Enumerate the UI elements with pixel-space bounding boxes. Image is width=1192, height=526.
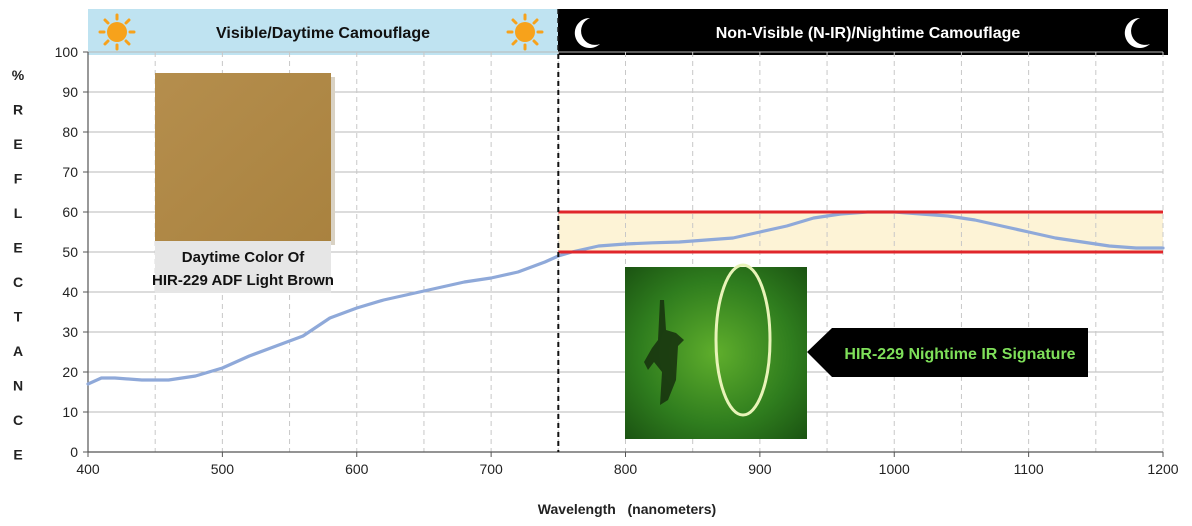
x-tick-label: 500 bbox=[211, 461, 235, 477]
color-swatch: Daytime Color Of HIR-229 ADF Light Brown bbox=[152, 73, 335, 293]
y-tick-label: 30 bbox=[62, 324, 78, 340]
night-banner-title: Non-Visible (N-IR)/Nightime Camouflage bbox=[716, 25, 1021, 42]
x-tick-label: 1000 bbox=[879, 461, 910, 477]
day-banner bbox=[88, 9, 558, 55]
soldier-silhouette bbox=[644, 300, 684, 405]
reflectance-line bbox=[86, 210, 1165, 386]
x-tick-label: 400 bbox=[76, 461, 100, 477]
reflectance-curve bbox=[86, 210, 1165, 386]
y-axis-title-letter: C bbox=[13, 412, 23, 428]
y-axis-title-letter: E bbox=[13, 447, 22, 463]
moon-icon bbox=[1124, 17, 1150, 48]
y-tick-label: 10 bbox=[62, 404, 78, 420]
y-tick-label: 70 bbox=[62, 164, 78, 180]
swatch-label-line2: HIR-229 ADF Light Brown bbox=[152, 272, 334, 289]
y-axis-title: % R E F L E C T A N C E bbox=[12, 67, 25, 463]
moon-icon bbox=[574, 17, 600, 48]
y-tick-label: 60 bbox=[62, 204, 78, 220]
y-tick-label: 100 bbox=[55, 44, 79, 60]
sun-icon bbox=[506, 13, 544, 51]
ir-callout-label: HIR-229 Nightime IR Signature bbox=[844, 346, 1075, 363]
x-tick-label: 600 bbox=[345, 461, 369, 477]
swatch-color bbox=[155, 73, 331, 241]
x-tick-label: 900 bbox=[748, 461, 772, 477]
x-tick-label: 700 bbox=[479, 461, 503, 477]
y-axis-title-letter: L bbox=[14, 205, 23, 221]
y-axis-title-letter: E bbox=[13, 136, 22, 152]
x-tick-labels: 400 500 600 700 800 900 1000 1100 1200 bbox=[76, 461, 1178, 477]
x-tick-label: 1200 bbox=[1147, 461, 1178, 477]
x-tick-label: 1100 bbox=[1014, 461, 1044, 477]
y-axis-title-letter: A bbox=[13, 343, 23, 359]
x-tick-label: 800 bbox=[614, 461, 638, 477]
y-tick-label: 90 bbox=[62, 84, 78, 100]
y-axis-title-letter: T bbox=[14, 309, 23, 325]
y-tick-label: 20 bbox=[62, 364, 78, 380]
night-banner bbox=[558, 9, 1168, 55]
y-axis-title-letter: F bbox=[14, 171, 23, 187]
x-axis-title: Wavelength (nanometers) bbox=[538, 501, 716, 517]
sun-icon bbox=[98, 13, 136, 51]
y-axis-title-letter: N bbox=[13, 378, 23, 394]
swatch-label-bg bbox=[155, 241, 331, 293]
y-tick-label: 80 bbox=[62, 124, 78, 140]
band-fill bbox=[558, 212, 1163, 252]
y-tick-label: 40 bbox=[62, 284, 78, 300]
y-axis-title-letter: % bbox=[12, 67, 25, 83]
swatch-label-line1: Daytime Color Of bbox=[182, 249, 306, 266]
y-axis-title-letter: C bbox=[13, 274, 23, 290]
ir-callout-box bbox=[807, 328, 1088, 377]
ir-highlight-ellipse bbox=[714, 263, 772, 417]
y-tick-label: 50 bbox=[62, 244, 78, 260]
band-limits bbox=[558, 210, 1163, 254]
y-axis-title-letter: E bbox=[13, 240, 22, 256]
reflectance-band bbox=[558, 212, 1163, 252]
ir-image bbox=[625, 263, 807, 439]
y-tick-labels: 0 10 20 30 40 50 60 70 80 90 100 bbox=[55, 44, 79, 460]
day-banner-title: Visible/Daytime Camouflage bbox=[216, 25, 430, 42]
y-axis-title-letter: R bbox=[13, 102, 23, 118]
y-tick-label: 0 bbox=[70, 444, 78, 460]
